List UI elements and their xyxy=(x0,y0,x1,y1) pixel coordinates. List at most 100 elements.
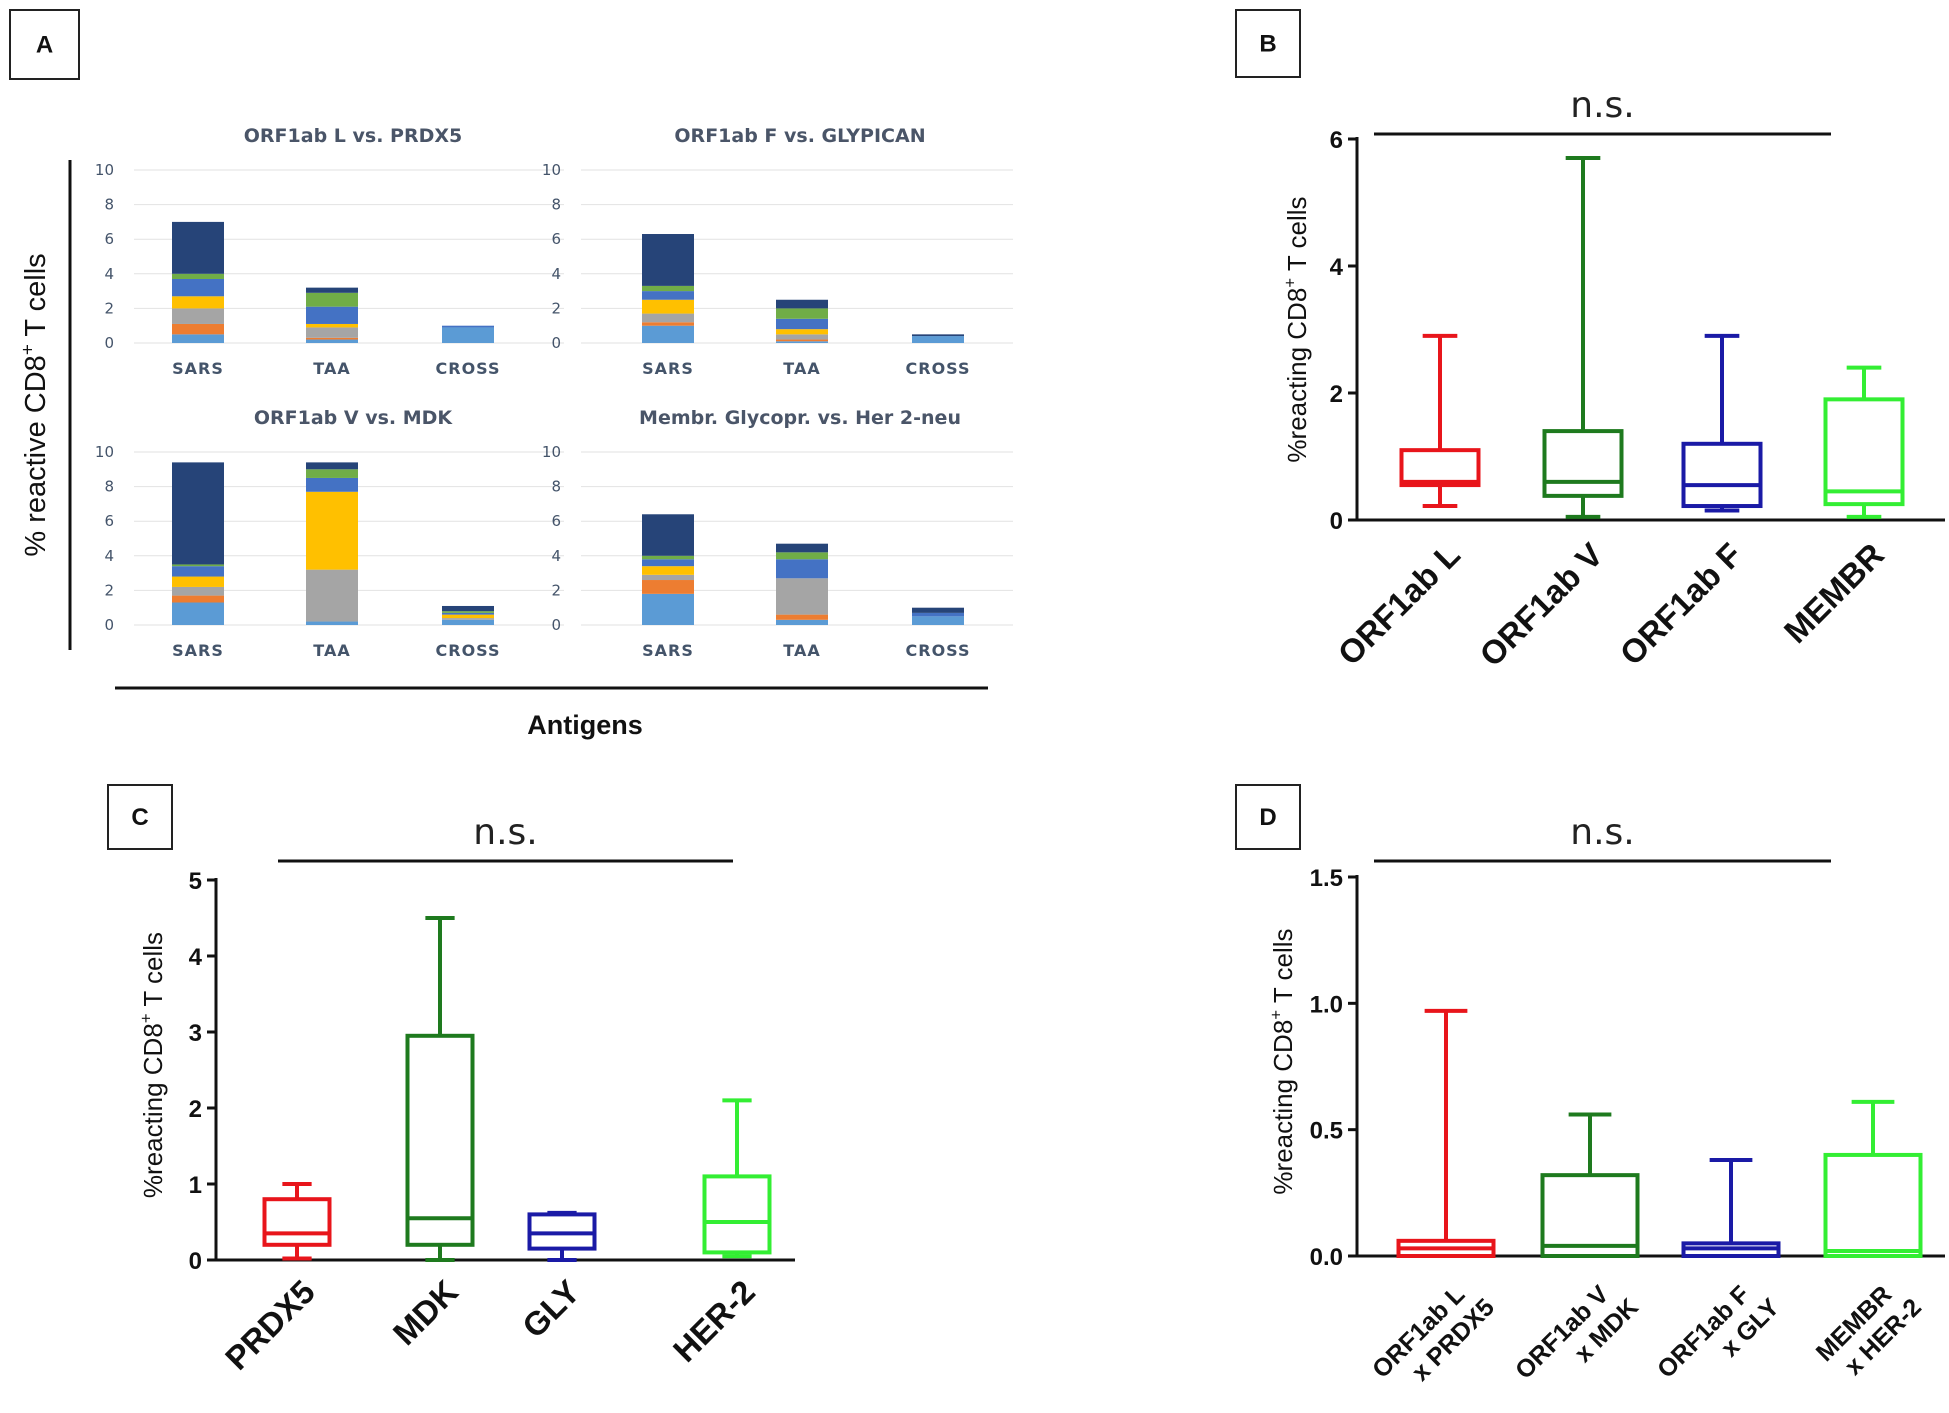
panel-a-bar-segment-s4 xyxy=(306,323,358,328)
panel-a-ylabel-text: % reactive CD8+ T cells xyxy=(16,253,52,556)
panel-a-bar-segment-s1 xyxy=(172,334,224,343)
y-tick-label: 6 xyxy=(1330,127,1343,154)
panel-a-ytick: 10 xyxy=(95,161,114,179)
panel-a-bar-segment-s5 xyxy=(642,291,694,300)
box-3 xyxy=(1681,1157,1781,1259)
y-tick-label: 1 xyxy=(189,1172,202,1199)
panel-a-bar-segment-s6 xyxy=(642,555,694,560)
panel-a-bar-segment-s1 xyxy=(776,619,828,625)
panel-a-ytick: 4 xyxy=(104,265,114,283)
panel-a-bar-segment-s5 xyxy=(776,318,828,330)
significance-label: n.s. xyxy=(1570,812,1634,853)
panel-a-subplot-title: ORF1ab V vs. MDK xyxy=(254,407,454,429)
box-4 xyxy=(702,1098,772,1259)
panel-d-ylabel: %reacting CD8+ T cells xyxy=(1267,928,1298,1194)
x-tick-label: GLY xyxy=(515,1273,587,1345)
panel-a-bar-segment-s5 xyxy=(442,325,494,328)
panel-a-ytick: 2 xyxy=(104,581,114,599)
panel-a-bar-segment-s7 xyxy=(442,605,494,612)
panel-label-B: B xyxy=(1259,31,1276,58)
panel-a-ytick: 4 xyxy=(551,265,561,283)
panel-a-bar-segment-s1 xyxy=(912,616,964,625)
box-2 xyxy=(405,916,475,1262)
box-2 xyxy=(1540,1112,1640,1258)
panel-a-bar-segment-s3 xyxy=(172,586,224,596)
panel-a-ytick: 8 xyxy=(104,478,114,496)
box-iqr xyxy=(1542,429,1624,498)
panel-a-bar-segment-s2 xyxy=(172,323,224,335)
panel-a-subplot-2: 0 2 4 6 8 10 ORF1ab F vs. GLYPICAN SARS TAA CROSS xyxy=(542,125,1013,378)
panel-a-bar-segment-s1 xyxy=(642,593,694,625)
x-tick-label: HER-2 xyxy=(666,1273,762,1369)
panel-a-subplot-3: 0 2 4 6 8 10 ORF1ab V vs. MDK SARS TAA CROSS xyxy=(95,407,564,660)
panel-a-bar-segment-s3 xyxy=(172,308,224,324)
panel-a-bar-segment-s6 xyxy=(172,564,224,567)
panel-a-xtick: CROSS xyxy=(436,641,501,660)
panel-a-bar-segment-s5 xyxy=(172,566,224,577)
y-tick-label: 4 xyxy=(1330,254,1344,281)
panel-a-ytick: 4 xyxy=(551,547,561,565)
panel-a-bar-segment-s6 xyxy=(306,469,358,478)
box-4 xyxy=(1823,365,1905,519)
panel-d-ylabel-text: %reacting CD8+ T cells xyxy=(1267,928,1298,1194)
panel-a-bar-segment-s1 xyxy=(442,327,494,343)
panel-a-bar-segment-s2 xyxy=(776,339,828,342)
panel-a-ytick: 4 xyxy=(104,547,114,565)
panel-a-bar-segment-s1 xyxy=(306,339,358,343)
panel-a-ytick: 8 xyxy=(551,478,561,496)
panel-a-bar-segment-s6 xyxy=(642,285,694,292)
panel-a-subplot-4: 0 2 4 6 8 10 Membr. Glycopr. vs. Her 2-neu SARS… xyxy=(542,407,1013,660)
panel-a-bar-segment-s6 xyxy=(442,611,494,613)
panel-a-subplot-1: 0 2 4 6 8 10 ORF1ab L vs. PRDX5 SARS TAA CROSS xyxy=(95,125,564,378)
panel-a-bar-segment-s4 xyxy=(642,566,694,575)
x-tick-label: ORF1ab Lx PRDX5 xyxy=(1367,1280,1500,1386)
panel-a-bar-segment-s2 xyxy=(642,580,694,594)
panel-a-ytick: 2 xyxy=(551,299,561,317)
panel-c-ylabel-text: %reacting CD8+ T cells xyxy=(137,932,168,1198)
panel-a-bar-segment-s3 xyxy=(642,313,694,323)
panel-a-bar-segment-s2 xyxy=(306,337,358,340)
y-tick-label: 2 xyxy=(1330,381,1343,408)
panel-label-box-D xyxy=(1235,784,1301,850)
panel-a-xtick: SARS xyxy=(642,641,694,660)
panel-a-bar-segment-s5 xyxy=(442,612,494,615)
y-tick-label: 3 xyxy=(189,1020,202,1047)
panel-a-bar-segment-s3 xyxy=(306,569,358,622)
panel-a-bar-segment-s2 xyxy=(642,322,694,326)
box-iqr xyxy=(1399,448,1481,488)
panel-b-ylabel: %reacting CD8+ T cells xyxy=(1281,196,1312,462)
x-tick-label-text: MDK xyxy=(386,1273,465,1352)
y-tick-label: 0 xyxy=(189,1248,202,1275)
box-1 xyxy=(262,1182,332,1261)
box-iqr xyxy=(702,1174,772,1255)
panel-a-bar-segment-s3 xyxy=(306,327,358,338)
x-tick-label-text: HER-2 xyxy=(666,1273,762,1369)
panel-a-xtick: SARS xyxy=(642,359,694,378)
panel-a-bar-segment-s3 xyxy=(776,578,828,615)
panel-a-bar-segment-s7 xyxy=(776,543,828,553)
panel-a-bar-segment-s5 xyxy=(642,559,694,567)
panel-a-bar-segment-s5 xyxy=(306,477,358,492)
panel-a-xlabel: Antigens xyxy=(527,710,643,740)
box-1 xyxy=(1399,333,1481,509)
x-tick-label: ORF1ab L xyxy=(1331,536,1467,672)
panel-a-ytick: 8 xyxy=(104,196,114,214)
panel-a-bar-segment-s6 xyxy=(776,308,828,319)
panel-d-chart: 0.0 0.5 1.0 1.5 n.s. ORF1ab Lx PRDX5 ORF1ab Vx… xyxy=(1310,812,1945,1387)
box-iqr xyxy=(1823,1152,1923,1259)
y-tick-label: 0.0 xyxy=(1310,1244,1343,1271)
panel-a-bar-segment-s7 xyxy=(172,462,224,565)
panel-label-box-B xyxy=(1235,9,1301,78)
y-tick-label: 4 xyxy=(189,944,203,971)
panel-c-chart: 0 1 2 3 4 5 n.s. PRDX5 MDK GLY HER-2 xyxy=(189,812,795,1377)
panel-a-xtick: TAA xyxy=(783,359,820,378)
panel-a-bar-segment-s7 xyxy=(172,221,224,274)
box-3 xyxy=(1681,333,1763,513)
y-tick-label: 2 xyxy=(189,1096,202,1123)
panel-a-bar-segment-s4 xyxy=(306,491,358,570)
panel-a-bar-segment-s4 xyxy=(776,329,828,335)
panel-label-D: D xyxy=(1259,804,1276,831)
panel-a-bar-segment-s6 xyxy=(306,292,358,307)
panel-a-bar-segment-s7 xyxy=(912,607,964,613)
